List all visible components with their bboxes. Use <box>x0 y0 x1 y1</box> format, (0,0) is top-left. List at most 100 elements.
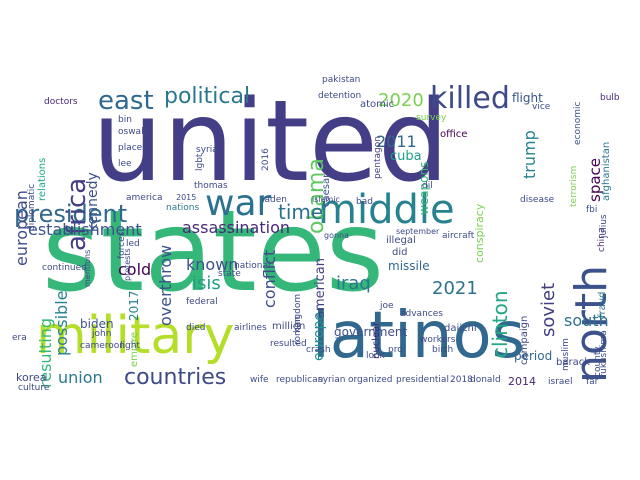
word-president: president <box>14 200 128 228</box>
word-israel: israel <box>548 377 573 387</box>
word-survey: survey <box>416 113 447 123</box>
word-cameroon: cameroon <box>80 341 125 351</box>
word-relations: relations <box>37 157 48 201</box>
word-conspiracy: conspiracy <box>473 203 486 263</box>
word-2015: 2015 <box>176 193 197 202</box>
word-julius: julius <box>599 214 609 238</box>
word-era: era <box>12 333 27 343</box>
word-laden: laden <box>262 195 287 205</box>
word-america: america <box>126 193 163 203</box>
word-presidential: presidential <box>396 375 449 385</box>
word-iraq: iraq <box>336 273 371 294</box>
word-clinton: clinton <box>488 290 512 358</box>
word-million: million <box>272 321 306 332</box>
word-workers: workers <box>420 335 456 345</box>
word-cuba: cuba <box>390 149 422 164</box>
word-state: state <box>218 269 241 279</box>
word-light: light <box>120 341 140 351</box>
word-crash: crash <box>306 345 331 355</box>
word-establishment: establishment <box>28 220 142 239</box>
word-gonna: gonna <box>324 231 350 240</box>
word-political: political <box>164 84 251 109</box>
word-war: war <box>205 183 272 224</box>
word-daiichi: daiichi <box>444 323 477 334</box>
word-joe: joe <box>380 301 394 311</box>
word-lee: lee <box>118 159 132 169</box>
word-islamic: islamic <box>312 195 340 204</box>
word-terrorism: terrorism <box>569 165 579 207</box>
word-disease: disease <box>520 195 555 205</box>
word-overthrow: overthrow <box>156 244 175 326</box>
word-wife: wife <box>250 375 269 385</box>
word-birth: birth <box>432 345 454 355</box>
word-oswald: oswald <box>118 127 150 137</box>
word-fukushima: fukushima <box>599 330 609 377</box>
word-diplomatic: diplomatic <box>27 183 37 231</box>
word-korea: korea <box>16 371 47 384</box>
word-bad: bad <box>356 197 373 207</box>
word-government: government <box>334 325 408 339</box>
word-bulb: bulb <box>600 93 620 103</box>
word-fbi: fbi <box>586 205 598 215</box>
word-kennedy: kennedy <box>85 172 101 232</box>
word-2017: 2017 <box>127 290 141 321</box>
word-known: known <box>186 255 239 274</box>
word-2018: 2018 <box>450 375 473 385</box>
word-detention: detention <box>318 91 362 101</box>
word-culture: culture <box>18 383 50 393</box>
word-kingdom: kingdom <box>293 293 303 333</box>
word-aircraft: aircraft <box>442 231 475 241</box>
word-united: united <box>92 77 449 207</box>
word-middle: middle <box>318 187 455 233</box>
word-atomic: atomic <box>360 99 395 110</box>
word-donald: donald <box>470 375 501 385</box>
word-flight: flight <box>512 91 543 105</box>
word-east: east <box>98 86 154 116</box>
word-missile: missile <box>388 259 430 273</box>
word-illegal: illegal <box>386 235 416 246</box>
word-union: union <box>58 368 103 387</box>
word-advances: advances <box>400 309 443 319</box>
word-assassination: assassination <box>182 218 290 237</box>
word-possible: possible <box>52 290 71 356</box>
word-countries: countries <box>124 365 227 390</box>
word-nations: nations <box>166 203 200 213</box>
word-continued: continued <box>42 263 87 273</box>
word-lgbt: lgbt <box>195 153 205 171</box>
word-killed: killed <box>430 81 510 116</box>
word-john: john <box>92 329 112 339</box>
word-pro: pro <box>388 345 403 355</box>
word-trump: trump <box>520 130 539 179</box>
word-barack: barack <box>556 357 591 368</box>
word-conflict: conflict <box>260 249 279 308</box>
word-thomas: thomas <box>194 181 228 191</box>
word-syria: syria <box>196 145 218 155</box>
word-far: far <box>586 377 599 387</box>
word-doctors: doctors <box>44 97 78 107</box>
word-latinos: latinos <box>312 299 525 373</box>
word-fraud: fraud <box>597 291 608 318</box>
word-pakistan: pakistan <box>322 75 361 85</box>
word-national: national <box>234 261 271 271</box>
word-south: south <box>564 311 609 330</box>
word-airlines: airlines <box>234 323 267 333</box>
word-2014: 2014 <box>508 375 536 388</box>
word-soviet: soviet <box>538 282 559 337</box>
word-campaign: campaign <box>519 315 530 365</box>
word-republican: republican <box>276 375 324 385</box>
word-isis: isis <box>192 273 221 294</box>
word-time: time <box>278 200 324 224</box>
word-places: places <box>118 143 147 153</box>
word-organized: organized <box>348 375 393 385</box>
word-pentagon: pentagon <box>373 136 383 179</box>
word-period: period <box>514 349 553 363</box>
word-states: states <box>42 187 385 317</box>
word-cold: cold <box>118 260 152 279</box>
word-died: died <box>186 323 206 333</box>
word-2020: 2020 <box>378 90 424 111</box>
word-federal: federal <box>186 297 218 307</box>
word-2021: 2021 <box>432 278 478 299</box>
word-mentions: mentions <box>83 249 92 287</box>
word-biden: biden <box>80 317 114 331</box>
